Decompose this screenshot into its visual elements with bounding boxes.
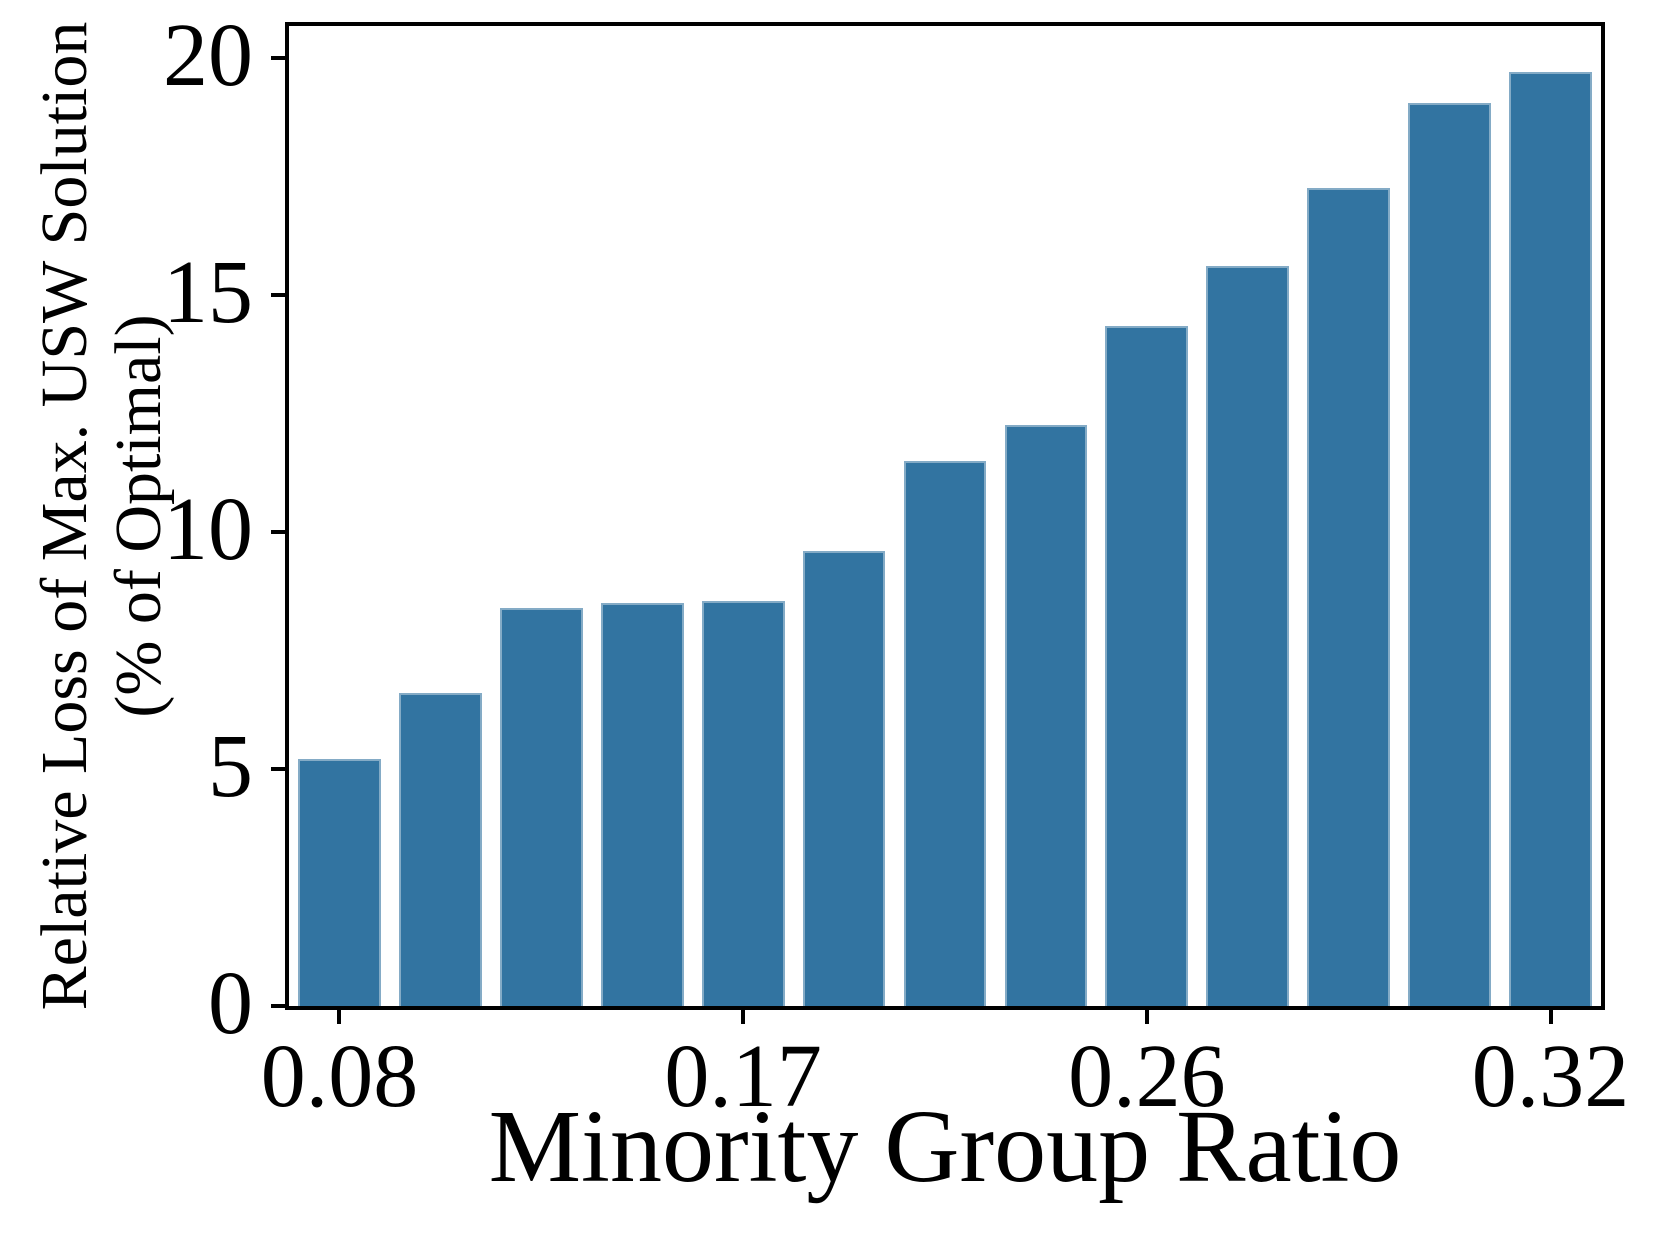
y-tick-label-0: 0	[208, 954, 253, 1054]
bar-11	[1307, 188, 1391, 1006]
x-tick-mark-0.08	[337, 1010, 342, 1024]
y-axis-label-line1: Relative Loss of Max. USW Solution	[28, 21, 101, 1011]
bar-4	[600, 603, 684, 1006]
x-tick-label-0.17: 0.17	[664, 1027, 822, 1126]
y-tick-label-20: 20	[163, 5, 253, 105]
bar-5	[701, 600, 785, 1006]
bars-container	[289, 26, 1601, 1006]
y-tick-mark-5	[271, 766, 285, 771]
y-tick-mark-15	[271, 292, 285, 297]
bar-7	[903, 460, 987, 1006]
bar-8	[1004, 425, 1088, 1006]
x-tick-mark-0.26	[1144, 1010, 1149, 1024]
y-tick-mark-20	[271, 55, 285, 60]
x-tick-mark-0.32	[1548, 1010, 1553, 1024]
x-tick-label-0.32: 0.32	[1471, 1027, 1630, 1126]
bar-6	[802, 550, 886, 1006]
bar-12	[1408, 102, 1491, 1006]
bar-1	[298, 759, 381, 1006]
y-tick-label-5: 5	[208, 717, 253, 817]
x-tick-label-0.08: 0.08	[260, 1027, 419, 1126]
bar-13	[1509, 72, 1592, 1006]
bar-9	[1105, 325, 1189, 1006]
y-tick-mark-10	[271, 529, 285, 534]
bar-3	[499, 607, 583, 1006]
y-tick-label-10: 10	[163, 480, 253, 580]
y-tick-label-15: 15	[163, 243, 253, 343]
bar-10	[1206, 266, 1290, 1006]
y-tick-mark-0	[271, 1004, 285, 1008]
x-tick-label-0.26: 0.26	[1068, 1027, 1226, 1126]
x-axis-label: Minority Group Ratio	[488, 1089, 1402, 1204]
bar-2	[399, 693, 482, 1006]
x-tick-mark-0.17	[741, 1010, 746, 1024]
y-axis-label: Relative Loss of Max. USW Solution (% of…	[28, 0, 178, 1066]
plot-area	[285, 22, 1605, 1010]
